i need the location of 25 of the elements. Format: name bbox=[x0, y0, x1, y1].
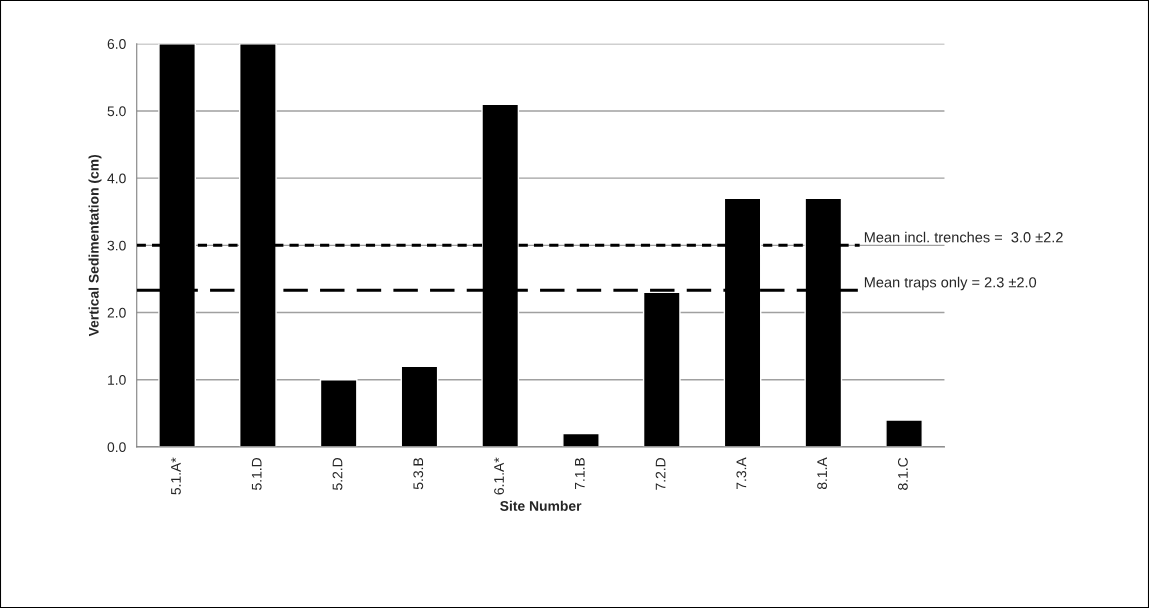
x-tick-label: 7.3.A bbox=[736, 457, 747, 490]
y-tick-label: 3.0 bbox=[107, 240, 126, 251]
y-tick-label: 4.0 bbox=[107, 173, 126, 184]
bar bbox=[400, 365, 439, 447]
x-tick-label: 5.2.D bbox=[332, 457, 343, 490]
x-tick-label: 7.2.D bbox=[655, 457, 666, 490]
x-tick-label: 6.1.A* bbox=[494, 457, 504, 495]
y-tick-label: 0.0 bbox=[107, 442, 126, 453]
y-tick-label: 2.0 bbox=[107, 307, 126, 318]
y-axis-title: Vertical Sedimentation (cm) bbox=[88, 154, 102, 337]
x-tick-label: 8.1.A bbox=[817, 457, 828, 490]
x-tick-label: 5.3.B bbox=[413, 458, 424, 490]
ref-line-label: Mean incl. trenches = 3.0 ±2.2 bbox=[864, 231, 1063, 243]
y-tick-label: 6.0 bbox=[107, 39, 126, 49]
x-tick-label: 8.1.C bbox=[897, 457, 908, 490]
y-tick-label: 5.0 bbox=[107, 106, 126, 117]
bar bbox=[562, 432, 600, 447]
bar bbox=[885, 419, 923, 447]
ref-line-label: Mean traps only = 2.3 ±2.0 bbox=[864, 276, 1037, 291]
x-tick-label: 5.1.A* bbox=[171, 457, 181, 495]
x-tick-label: 5.1.D bbox=[251, 457, 262, 490]
y-tick-label: 1.0 bbox=[108, 375, 126, 385]
x-tick-label: 7.1.B bbox=[575, 458, 585, 490]
bar bbox=[319, 379, 358, 447]
x-axis-title: Site Number bbox=[500, 500, 582, 511]
